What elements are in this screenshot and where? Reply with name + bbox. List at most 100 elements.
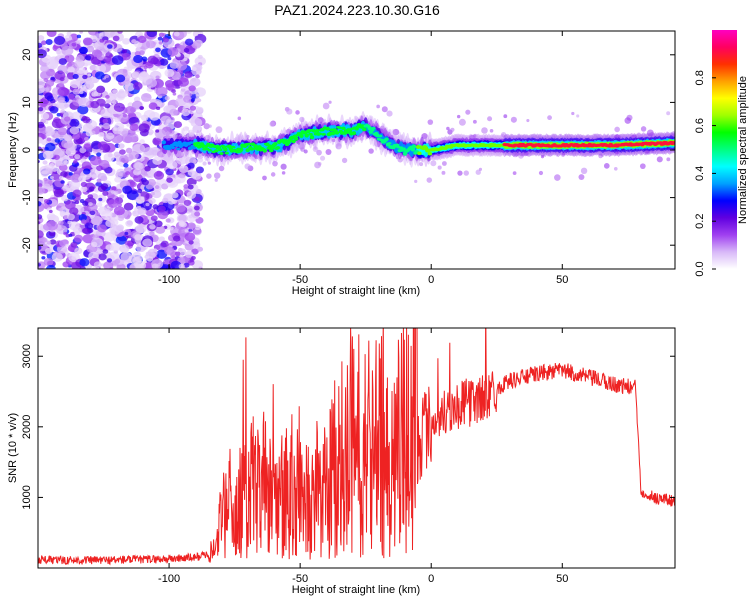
- heatmap-cell: [427, 151, 433, 156]
- heatmap-cell: [272, 160, 278, 167]
- colorbar-bar: [712, 30, 737, 269]
- heatmap-cell: [44, 92, 53, 100]
- heatmap-cell: [178, 165, 189, 173]
- heatmap-cell: [64, 103, 70, 108]
- heatmap-cell: [78, 214, 88, 221]
- heatmap-cell: [299, 133, 304, 138]
- heatmap-cell: [656, 156, 663, 163]
- heatmap-cell: [197, 246, 204, 252]
- x-tick-label: 0: [428, 274, 434, 286]
- heatmap-cell: [184, 71, 193, 78]
- heatmap-cell: [135, 224, 147, 234]
- x-tick-label: -100: [158, 274, 180, 286]
- heatmap-cell: [167, 47, 179, 57]
- heatmap-cell: [59, 77, 65, 82]
- heatmap-cell: [97, 141, 109, 151]
- heatmap-cell: [368, 148, 374, 154]
- heatmap-cell: [101, 210, 113, 220]
- heatmap-cell: [300, 147, 305, 152]
- heatmap-cell: [401, 147, 406, 151]
- heatmap-cell: [68, 233, 73, 237]
- heatmap-cell: [149, 231, 155, 236]
- heatmap-cell: [45, 127, 55, 136]
- heatmap-cell: [381, 106, 388, 113]
- heatmap-cell: [60, 109, 66, 114]
- heatmap-cell: [576, 114, 580, 118]
- heatmap-cell: [58, 207, 63, 212]
- y-tick-label: -10: [21, 190, 33, 206]
- heatmap-cell: [127, 66, 133, 72]
- heatmap-cell: [113, 127, 118, 131]
- heatmap-cell: [371, 126, 376, 130]
- heatmap-cell: [130, 181, 137, 187]
- heatmap-cell: [192, 227, 202, 236]
- heatmap-cell: [151, 263, 159, 269]
- heatmap-cell: [126, 190, 139, 201]
- heatmap-cell: [157, 36, 163, 41]
- heatmap-cell: [58, 175, 64, 180]
- snr-x-ticks: -100 -50 0 50: [158, 328, 568, 585]
- heatmap-cell: [414, 179, 418, 184]
- heatmap-cell: [203, 123, 210, 130]
- heatmap-cell: [38, 49, 47, 59]
- heatmap-cell: [38, 200, 42, 207]
- heatmap-cell: [224, 151, 229, 155]
- heatmap-cell: [40, 134, 47, 140]
- heatmap-cell: [216, 145, 222, 150]
- heatmap-cell: [410, 147, 416, 152]
- heatmap-cell: [102, 249, 109, 254]
- heatmap-cell: [178, 220, 185, 226]
- heatmap-cell: [152, 204, 159, 210]
- heatmap-cell: [154, 220, 163, 228]
- heatmap-cell: [83, 151, 91, 158]
- heatmap-cell: [51, 166, 58, 172]
- heatmap-cell: [335, 143, 342, 150]
- heatmap-cell: [262, 175, 267, 181]
- colorbar-tick-label: 0.4: [694, 166, 706, 181]
- heatmap-cell: [82, 37, 93, 46]
- heatmap-cell: [100, 108, 113, 119]
- y-tick-label: 0: [21, 147, 33, 153]
- heatmap-cell: [99, 38, 105, 43]
- heatmap-cell: [45, 39, 53, 45]
- heatmap-cell: [82, 227, 90, 234]
- heatmap-cell: [450, 127, 455, 132]
- heatmap-cell: [141, 179, 149, 186]
- heatmap-cell: [104, 103, 111, 109]
- heatmap-cell: [554, 174, 561, 181]
- heatmap-cell: [72, 73, 79, 80]
- heatmap-cell: [317, 132, 323, 136]
- heatmap-cell: [53, 154, 60, 160]
- heatmap-cell: [106, 258, 113, 263]
- heatmap-cell: [102, 118, 109, 124]
- heatmap-cell: [96, 178, 102, 183]
- heatmap-cell: [111, 55, 124, 65]
- colorbar: 0.0 0.2 0.4 0.6 0.8 Normalized spectral ampl…: [694, 30, 749, 277]
- heatmap-cell: [157, 210, 169, 220]
- heatmap-cell: [173, 31, 180, 37]
- heatmap-cell: [60, 180, 65, 184]
- heatmap-cell: [116, 161, 121, 166]
- heatmap-cell: [155, 129, 160, 133]
- heatmap-cell: [148, 111, 160, 121]
- heatmap-cell: [58, 58, 67, 66]
- heatmap-cell: [147, 55, 158, 64]
- heatmap-cell: [174, 143, 180, 148]
- heatmap-cell: [286, 108, 293, 115]
- heatmap-cell: [183, 262, 190, 268]
- heatmap-cell: [44, 87, 50, 92]
- heatmap-cell: [82, 74, 88, 80]
- heatmap-cell: [134, 260, 147, 269]
- heatmap-cell: [92, 216, 103, 226]
- heatmap-cell: [98, 197, 103, 202]
- heatmap-cell: [134, 51, 141, 57]
- heatmap-cell: [164, 68, 175, 78]
- heatmap-cell: [86, 48, 93, 53]
- heatmap-cell: [45, 167, 53, 174]
- heatmap-cell: [42, 160, 48, 165]
- heatmap-cell: [325, 149, 332, 156]
- heatmap-cell: [598, 153, 603, 159]
- heatmap-cell: [345, 131, 350, 134]
- heatmap-cell: [148, 197, 156, 205]
- heatmap-cell: [487, 116, 493, 122]
